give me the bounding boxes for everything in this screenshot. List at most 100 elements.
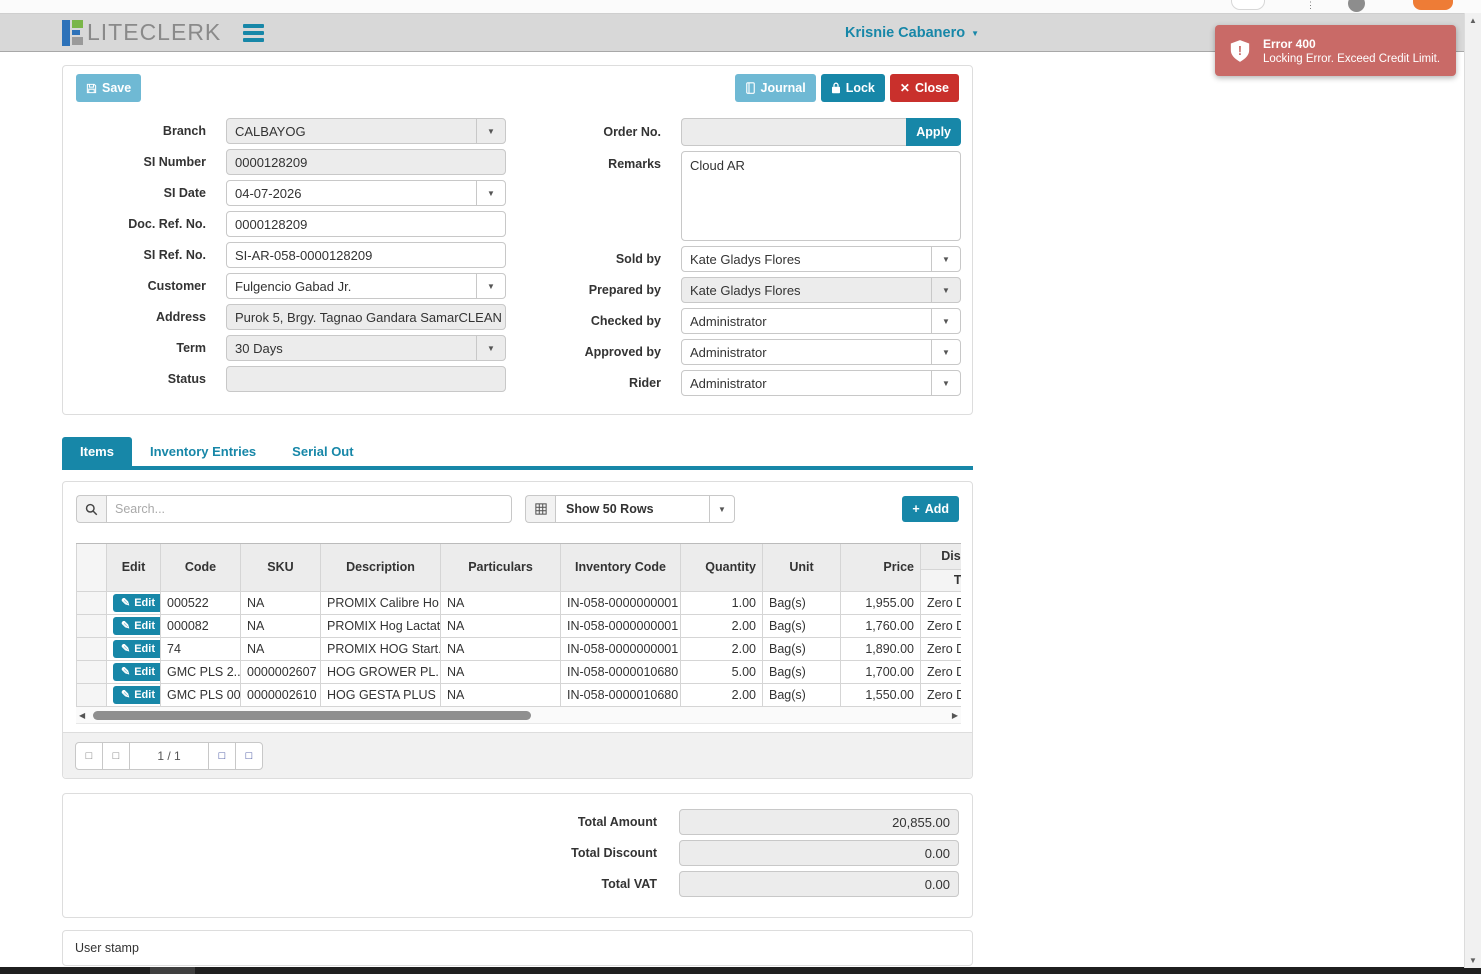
add-button[interactable]: + Add [902, 496, 959, 522]
chevron-down-icon[interactable]: ▼ [476, 274, 505, 298]
journal-icon [745, 82, 755, 94]
remarks-textarea[interactable]: Cloud AR [681, 151, 961, 241]
cell-sku: NA [240, 614, 321, 638]
save-button[interactable]: Save [76, 74, 142, 102]
doc-ref-no-field[interactable]: 0000128209 [226, 211, 506, 237]
si-ref-no-field[interactable]: SI-AR-058-0000128209 [226, 242, 506, 268]
lock-button[interactable]: Lock [820, 74, 885, 102]
rows-per-page-select[interactable]: Show 50 Rows [555, 495, 710, 523]
total-discount-label: Total Discount [571, 846, 657, 860]
app-logo[interactable]: LITECLERK [62, 19, 221, 46]
search-icon [76, 495, 106, 523]
scroll-down-icon[interactable]: ▼ [1469, 956, 1477, 965]
hamburger-menu-icon[interactable] [243, 23, 265, 42]
table-row[interactable]: ✎ Edit GMC PLS 004 0000002610 HOG GESTA P… [76, 683, 961, 707]
pencil-square-icon: ✎ [121, 643, 131, 655]
term-label: Term [176, 341, 206, 355]
pagination-last-button[interactable]: □ [235, 741, 263, 770]
journal-button[interactable]: Journal [734, 74, 816, 102]
row-select-cell[interactable] [76, 614, 107, 638]
table-row[interactable]: ✎ Edit GMC PLS 2... 0000002607 HOG GROWER… [76, 660, 961, 684]
close-button[interactable]: ✕ Close [889, 74, 959, 102]
cell-discount: Zero Discount [920, 637, 961, 661]
tab-items[interactable]: Items [62, 437, 132, 466]
table-row[interactable]: ✎ Edit 74 NA PROMIX HOG Start... NA IN-05… [76, 637, 961, 661]
edit-button[interactable]: ✎ Edit [113, 685, 160, 704]
edit-button[interactable]: ✎ Edit [113, 593, 160, 612]
col-header-price[interactable]: Price [840, 544, 921, 592]
scroll-up-icon[interactable]: ▲ [1469, 16, 1477, 25]
col-header-code[interactable]: Code [160, 544, 241, 592]
cell-description: HOG GESTA PLUS ... [320, 683, 441, 707]
col-header-discount[interactable]: Discount [920, 544, 961, 570]
chevron-down-icon[interactable]: ▼ [931, 340, 960, 364]
col-header-unit[interactable]: Unit [762, 544, 841, 592]
col-header-inventory-code[interactable]: Inventory Code [560, 544, 681, 592]
sold-by-select[interactable]: Kate Gladys Flores ▼ [681, 246, 961, 272]
row-select-cell[interactable] [76, 637, 107, 661]
chevron-down-icon[interactable]: ▼ [709, 495, 735, 523]
col-header-edit[interactable]: Edit [106, 544, 161, 592]
chevron-down-icon[interactable]: ▼ [931, 371, 960, 395]
search-input[interactable] [106, 495, 512, 523]
col-header-quantity[interactable]: Quantity [680, 544, 763, 592]
cell-code: GMC PLS 004 [160, 683, 241, 707]
pagination-page-indicator: 1 / 1 [129, 741, 209, 770]
table-row[interactable]: ✎ Edit 000522 NA PROMIX Calibre Ho... NA … [76, 591, 961, 615]
edit-button[interactable]: ✎ Edit [113, 639, 160, 658]
si-date-select[interactable]: 04-07-2026 ▼ [226, 180, 506, 206]
term-select[interactable]: 30 Days ▼ [226, 335, 506, 361]
browser-menu-icon[interactable]: ⋮ [1306, 0, 1315, 10]
customer-select[interactable]: Fulgencio Gabad Jr. ▼ [226, 273, 506, 299]
user-menu[interactable]: Krisnie Cabanero ▼ [845, 14, 979, 52]
order-no-field[interactable] [681, 118, 907, 146]
col-header-sku[interactable]: SKU [240, 544, 321, 592]
cell-particulars: NA [440, 660, 561, 684]
col-header-description[interactable]: Description [320, 544, 441, 592]
pagination-first-button[interactable]: □ [75, 741, 103, 770]
chevron-down-icon[interactable]: ▼ [931, 247, 960, 271]
svg-text:!: ! [1238, 44, 1242, 58]
pagination-next-button[interactable]: □ [208, 741, 236, 770]
tab-serial-out[interactable]: Serial Out [292, 444, 354, 459]
page-scrollbar[interactable]: ▲ ▼ [1464, 13, 1481, 968]
row-select-cell[interactable] [76, 683, 107, 707]
col-subheader-discount-type[interactable]: Type [920, 569, 961, 592]
row-select-cell[interactable] [76, 591, 107, 615]
pagination-prev-button[interactable]: □ [102, 741, 130, 770]
error-toast[interactable]: ! Error 400 Locking Error. Exceed Credit… [1215, 25, 1456, 76]
browser-update-button[interactable] [1413, 0, 1453, 10]
branch-label: Branch [162, 124, 206, 138]
branch-select[interactable]: CALBAYOG ▼ [226, 118, 506, 144]
chevron-down-icon[interactable]: ▼ [476, 119, 505, 143]
cell-particulars: NA [440, 683, 561, 707]
total-amount-label: Total Amount [577, 815, 657, 829]
tab-inventory-entries[interactable]: Inventory Entries [149, 444, 257, 459]
scroll-right-icon[interactable]: ▶ [951, 710, 958, 720]
chevron-down-icon[interactable]: ▼ [931, 309, 960, 333]
row-select-cell[interactable] [76, 660, 107, 684]
si-number-field: 0000128209 [226, 149, 506, 175]
cell-inventory-code: IN-058-0000010680 [560, 660, 681, 684]
chevron-down-icon[interactable]: ▼ [476, 336, 505, 360]
cell-quantity: 5.00 [680, 660, 763, 684]
chevron-down-icon[interactable]: ▼ [476, 181, 505, 205]
cell-quantity: 2.00 [680, 683, 763, 707]
table-row[interactable]: ✎ Edit 000082 NA PROMIX Hog Lactat... NA … [76, 614, 961, 638]
chevron-down-icon[interactable]: ▼ [931, 278, 960, 302]
prepared-by-select[interactable]: Kate Gladys Flores ▼ [681, 277, 961, 303]
apply-button[interactable]: Apply [906, 118, 961, 146]
rider-select[interactable]: Administrator ▼ [681, 370, 961, 396]
scroll-left-icon[interactable]: ◀ [79, 710, 86, 720]
items-table-wrap: Edit Code SKU Description Particulars In… [76, 543, 961, 707]
edit-button[interactable]: ✎ Edit [113, 662, 160, 681]
approved-by-select[interactable]: Administrator ▼ [681, 339, 961, 365]
checked-by-select[interactable]: Administrator ▼ [681, 308, 961, 334]
edit-button[interactable]: ✎ Edit [113, 616, 160, 635]
table-horizontal-scrollbar[interactable]: ◀ ▶ [76, 706, 961, 724]
scrollbar-thumb[interactable] [93, 710, 531, 720]
cell-code: 74 [160, 637, 241, 661]
col-header-particulars[interactable]: Particulars [440, 544, 561, 592]
browser-profile-icon[interactable] [1348, 0, 1365, 12]
cell-particulars: NA [440, 637, 561, 661]
